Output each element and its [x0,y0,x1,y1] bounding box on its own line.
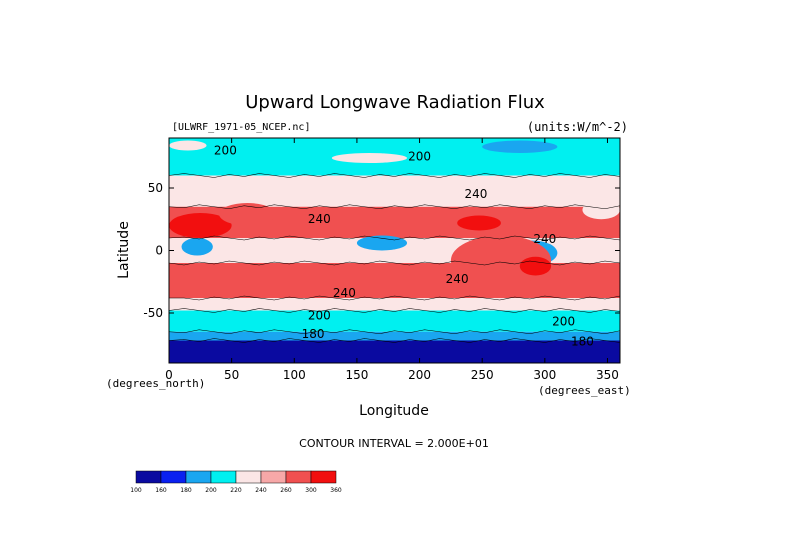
x-axis-ticks: 0 50 100 150 200 250 300 350 [165,138,619,382]
file-label: [ULWRF_1971-05_NCEP.nc] [172,122,310,133]
field-patch-7 [519,256,552,276]
contour-label-0: 200 [214,143,237,157]
field-band-6 [169,310,620,332]
colorbar: 100 160 180 200 220 240 260 300 360 [130,470,342,494]
field-band-5 [169,298,620,311]
y-tick-label-50: 50 [148,181,163,195]
contour-label-7: 200 [308,308,331,322]
y-tick-label-0: 0 [155,244,163,258]
contour-line-8 [169,338,620,343]
colorbar-label-0: 100 [130,487,142,494]
colorbar-label-3: 200 [205,487,217,494]
field-band-8 [169,340,620,363]
colorbar-label-7: 300 [305,487,317,494]
colorbar-label-2: 180 [180,487,192,494]
contour-line-4 [169,260,620,266]
x-tick-label-300: 300 [533,368,556,382]
contour-interval-label: CONTOUR INTERVAL = 2.000E+01 [299,437,489,450]
colorbar-swatch-4 [235,470,262,484]
x-tick-label-350: 350 [596,368,619,382]
field-patch-10 [169,140,207,151]
colorbar-swatch-2 [185,470,212,484]
contour-label-8: 200 [552,315,575,329]
contour-line-7 [169,329,620,335]
colorbar-swatch-3 [210,470,237,484]
contour-label-3: 240 [308,212,331,226]
contour-label-6: 240 [446,272,469,286]
y-axis-label: Latitude [116,221,132,279]
units-label: (units:W/m^-2) [527,120,628,134]
y-axis-ticks: 50 0 -50 [143,181,620,320]
field-patch-11 [582,200,620,220]
field-band-4 [169,263,620,298]
y-tick-label--50: -50 [143,306,163,320]
contour-label-4: 240 [533,232,556,246]
field-patch-1 [219,203,276,226]
field-band-1 [169,175,620,207]
contour-label-5: 240 [333,286,356,300]
y-unit-label: (degrees_north) [106,377,205,390]
field-patch-4 [356,235,408,251]
field-patch-0 [169,213,232,238]
contour-label-2: 240 [464,187,487,201]
x-tick-label-0: 0 [165,368,173,382]
field-patch-8 [331,153,408,163]
field-band-7 [169,331,620,341]
contour-line-2 [169,204,620,210]
colorbar-swatch-1 [160,470,187,484]
colorbar-label-8: 360 [330,487,342,494]
colorbar-label-6: 260 [280,487,292,494]
colorbar-label-5: 240 [255,487,267,494]
colorbar-swatch-5 [260,470,287,484]
contour-label-1: 200 [408,150,431,164]
field-patch-3 [181,238,213,256]
x-tick-label-150: 150 [345,368,368,382]
field-patch-2 [457,215,501,231]
x-tick-label-100: 100 [283,368,306,382]
x-axis-label: Longitude [359,403,429,419]
chart-title: Upward Longwave Radiation Flux [245,92,545,113]
flux-field [169,138,620,363]
x-unit-label: (degrees_east) [538,384,631,397]
contour-label-10: 180 [571,335,594,349]
colorbar-swatch-0 [135,470,162,484]
contour-label-9: 180 [302,327,325,341]
x-tick-label-200: 200 [408,368,431,382]
contour-line-3 [169,235,620,241]
colorbar-label-1: 160 [155,487,167,494]
contour-line-1 [169,173,620,178]
x-tick-label-50: 50 [224,368,239,382]
colorbar-swatch-7 [310,470,337,484]
contour-line-5 [169,295,620,301]
colorbar-label-4: 220 [230,487,242,494]
x-tick-label-250: 250 [471,368,494,382]
colorbar-swatch-6 [285,470,312,484]
contour-line-6 [169,308,620,313]
field-patch-9 [482,140,558,153]
